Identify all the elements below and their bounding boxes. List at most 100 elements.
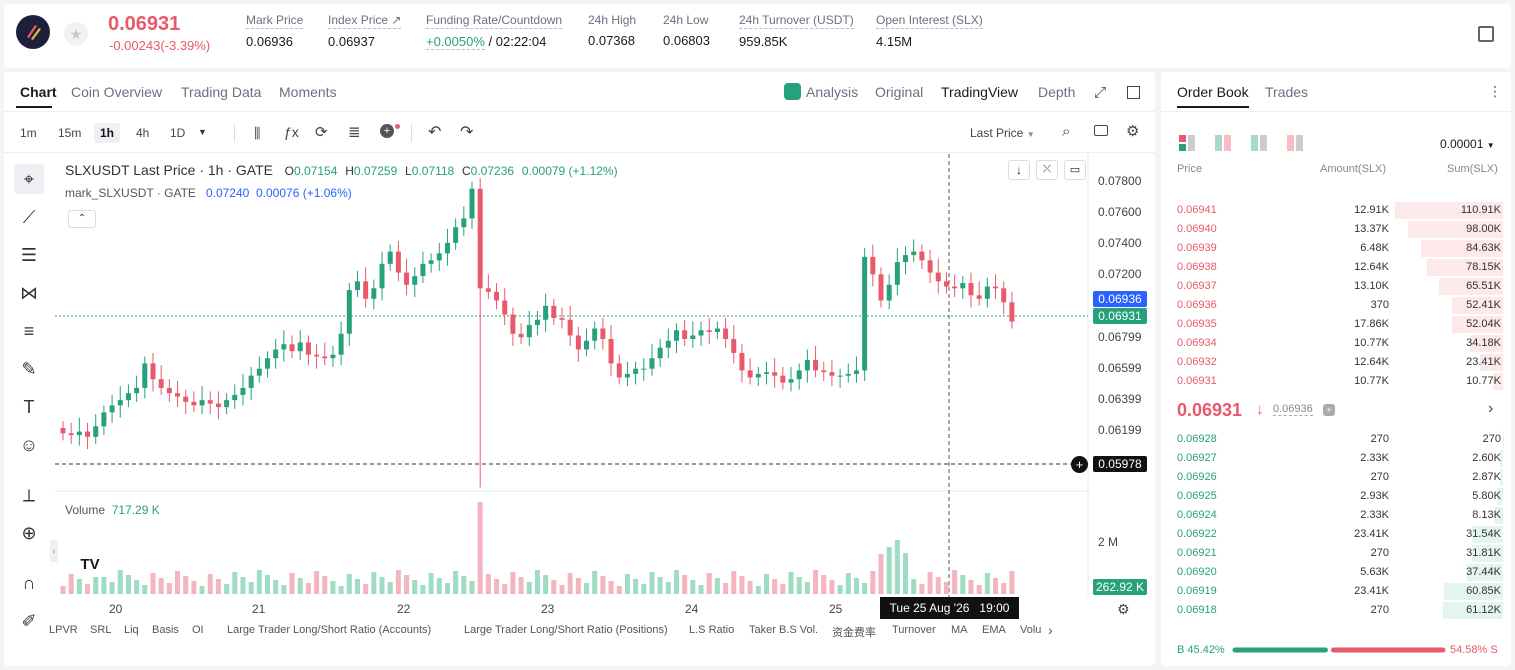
toggle-icon[interactable]: ▭ <box>1064 160 1086 180</box>
crosshair-icon[interactable]: ⌖ <box>14 164 44 194</box>
indicator-funding-rate[interactable]: 资金费率 <box>832 626 876 639</box>
camera-icon[interactable] <box>1094 125 1108 136</box>
ask-row[interactable]: 0.06938 12.64K 78.15K <box>1177 258 1503 277</box>
candle-body <box>894 262 900 285</box>
tab-chart[interactable]: Chart <box>20 84 57 100</box>
interval-15m[interactable]: 15m <box>58 126 82 140</box>
tab-trading-data[interactable]: Trading Data <box>181 84 262 100</box>
gear-icon[interactable]: ⚙ <box>1126 123 1140 140</box>
bid-row[interactable]: 0.06928 270 270 <box>1177 430 1503 449</box>
ask-row[interactable]: 0.06937 13.10K 65.51K <box>1177 277 1503 296</box>
indicator-volume[interactable]: Volu <box>1020 624 1042 636</box>
indicators-icon[interactable]: ƒx <box>284 124 299 140</box>
add-icon[interactable]: + <box>380 124 394 138</box>
add-alert-icon[interactable]: + <box>1071 456 1088 473</box>
ask-row[interactable]: 0.06931 10.77K 10.77K <box>1177 372 1503 391</box>
bid-row[interactable]: 0.06927 2.33K 2.60K <box>1177 449 1503 468</box>
emoji-icon[interactable]: ☺ <box>19 434 39 455</box>
undo-icon[interactable]: ↶ <box>428 124 442 141</box>
bid-row[interactable]: 0.06918 270 61.12K <box>1177 601 1503 620</box>
book-icon[interactable] <box>1478 26 1494 42</box>
price-type-select[interactable]: Last Price ▼ <box>970 126 1035 140</box>
ask-row[interactable]: 0.06940 13.37K 98.00K <box>1177 220 1503 239</box>
redo-icon[interactable]: ↷ <box>460 124 474 141</box>
price-chart[interactable] <box>55 154 1091 597</box>
interval-dropdown-icon[interactable]: ▼ <box>198 127 207 137</box>
zoom-in-icon[interactable]: ⊕ <box>21 522 37 543</box>
indicator-taker-vol[interactable]: Taker B.S Vol. <box>749 624 819 636</box>
favorite-star-icon[interactable]: ★ <box>64 22 88 46</box>
view-depth[interactable]: Depth <box>1038 84 1076 100</box>
scale-settings-icon[interactable]: ⚙ <box>1117 601 1130 617</box>
indicator-basis[interactable]: Basis <box>152 624 179 636</box>
view-asks-icon[interactable] <box>1287 135 1303 151</box>
chevron-right-icon[interactable]: › <box>1488 400 1494 417</box>
expand-icon[interactable]: ⤢ <box>1094 84 1107 101</box>
bid-row[interactable]: 0.06925 2.93K 5.80K <box>1177 487 1503 506</box>
stat-label[interactable]: Funding Rate/Countdown <box>426 13 563 29</box>
arrow-down-icon[interactable]: ↓ <box>1008 160 1030 180</box>
indicator-ls-ratio[interactable]: L.S Ratio <box>689 624 735 636</box>
bid-row[interactable]: 0.06924 2.33K 8.13K <box>1177 506 1503 525</box>
indicator-liq[interactable]: Liq <box>124 624 139 636</box>
text-icon[interactable]: T <box>23 396 35 417</box>
stat-label[interactable]: Open Interest (SLX) <box>876 13 983 29</box>
interval-1m[interactable]: 1m <box>20 126 37 140</box>
tab-order-book[interactable]: Order Book <box>1177 84 1249 100</box>
bid-row[interactable]: 0.06926 270 2.87K <box>1177 468 1503 487</box>
indicator-turnover[interactable]: Turnover <box>892 624 936 636</box>
more-icon[interactable]: ⋮ <box>1488 83 1502 99</box>
stat-label[interactable]: 24h Turnover (USDT) <box>739 13 854 29</box>
bid-row[interactable]: 0.06921 270 31.81K <box>1177 544 1503 563</box>
indicator-oi[interactable]: OI <box>192 624 204 636</box>
chevron-right-icon[interactable]: › <box>1048 622 1053 638</box>
view-analysis[interactable]: Analysis <box>806 84 859 100</box>
tab-trades[interactable]: Trades <box>1265 84 1309 100</box>
view-bids-icon[interactable] <box>1251 135 1267 151</box>
fib-icon[interactable]: ≡ <box>23 320 35 341</box>
interval-1h[interactable]: 1h <box>94 123 121 143</box>
pattern-icon[interactable]: ⋈ <box>20 282 38 303</box>
indicator-ls-positions[interactable]: Large Trader Long/Short Ratio (Positions… <box>464 624 668 636</box>
window-icon[interactable] <box>1127 86 1140 99</box>
precision-select[interactable]: 0.00001 ▼ <box>1440 137 1495 151</box>
tab-moments[interactable]: Moments <box>279 84 337 100</box>
trendline-icon[interactable]: ⟋ <box>22 206 36 227</box>
ask-row[interactable]: 0.06939 6.48K 84.63K <box>1177 239 1503 258</box>
ask-row[interactable]: 0.06935 17.86K 52.04K <box>1177 315 1503 334</box>
ask-row[interactable]: 0.06934 10.77K 34.18K <box>1177 334 1503 353</box>
stat-label[interactable]: Index Price ↗ <box>328 13 402 29</box>
interval-4h[interactable]: 4h <box>136 126 150 140</box>
ruler-icon[interactable]: ⟂ <box>22 484 35 505</box>
magnet-icon[interactable]: ∩ <box>22 572 36 593</box>
volume-bar <box>943 582 949 594</box>
bid-row[interactable]: 0.06920 5.63K 37.44K <box>1177 563 1503 582</box>
ask-row[interactable]: 0.06936 370 52.41K <box>1177 296 1503 315</box>
indicator-lpvr[interactable]: LPVR <box>49 624 78 636</box>
view-tradingview[interactable]: TradingView <box>941 84 1019 100</box>
bid-row[interactable]: 0.06919 23.41K 60.85K <box>1177 582 1503 601</box>
refresh-icon[interactable]: ⟳ <box>315 124 328 141</box>
candles-icon[interactable]: ⫼ <box>254 125 261 141</box>
collapse-icon[interactable]: ⤬ <box>1036 160 1058 180</box>
ask-row[interactable]: 0.06932 12.64K 23.41K <box>1177 353 1503 372</box>
indicator-ma[interactable]: MA <box>951 624 968 636</box>
settings-list-icon[interactable]: ≣ <box>348 124 361 141</box>
parallel-lines-icon[interactable]: ☰ <box>20 244 38 265</box>
pencil-lock-icon[interactable]: ✐ <box>21 610 37 631</box>
search-icon[interactable]: ⌕ <box>1062 123 1071 140</box>
view-both-icon[interactable] <box>1179 135 1195 151</box>
view-original[interactable]: Original <box>875 84 924 100</box>
tab-coin-overview[interactable]: Coin Overview <box>71 84 163 100</box>
indicator-ls-accounts[interactable]: Large Trader Long/Short Ratio (Accounts) <box>227 624 432 636</box>
brush-icon[interactable]: ✎ <box>21 358 37 379</box>
collapse-legend-icon[interactable]: ⌃ <box>68 210 96 228</box>
view-split-icon[interactable] <box>1215 135 1231 151</box>
collapse-toolbar-icon[interactable]: ‹ <box>50 540 58 562</box>
stat-label[interactable]: Mark Price <box>246 13 304 29</box>
ask-row[interactable]: 0.06941 12.91K 110.91K <box>1177 201 1503 220</box>
indicator-ema[interactable]: EMA <box>982 624 1006 636</box>
indicator-srl[interactable]: SRL <box>90 624 112 636</box>
interval-1d[interactable]: 1D <box>170 126 186 140</box>
bid-row[interactable]: 0.06922 23.41K 31.54K <box>1177 525 1503 544</box>
